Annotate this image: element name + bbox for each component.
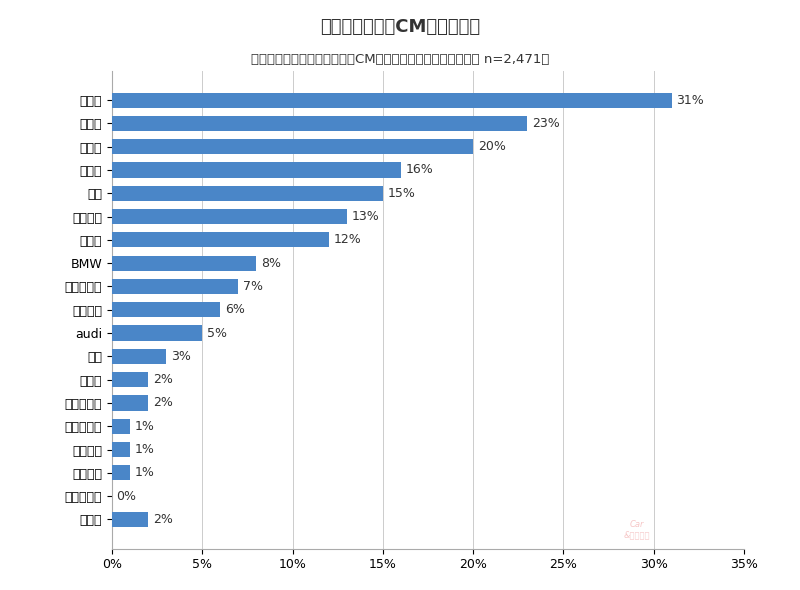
Text: 13%: 13% <box>351 210 379 223</box>
Text: 23%: 23% <box>532 117 559 130</box>
Bar <box>112 186 383 201</box>
Bar <box>112 512 148 527</box>
Text: 1%: 1% <box>134 466 154 479</box>
Bar <box>112 93 672 107</box>
Text: 2%: 2% <box>153 396 173 409</box>
Bar <box>112 139 473 154</box>
Text: 3%: 3% <box>170 350 190 363</box>
Text: 好きなクルマのCMのメーカー: 好きなクルマのCMのメーカー <box>320 18 480 36</box>
Text: 16%: 16% <box>406 163 433 176</box>
Bar <box>112 209 346 224</box>
Text: 8%: 8% <box>261 257 281 270</box>
Text: 6%: 6% <box>225 303 245 316</box>
Bar <box>112 162 401 178</box>
Text: 1%: 1% <box>134 443 154 456</box>
Bar <box>112 442 130 457</box>
Bar <box>112 302 220 317</box>
Bar <box>112 326 202 340</box>
Bar <box>112 255 257 271</box>
Bar <box>112 232 329 247</box>
Text: 0%: 0% <box>117 490 137 503</box>
Bar <box>112 279 238 294</box>
Text: 7%: 7% <box>243 280 263 293</box>
Bar <box>112 372 148 387</box>
Bar <box>112 466 130 480</box>
Text: （複数選択／好きなクルマのCMが「ある」と回答した方のみ n=2,471）: （複数選択／好きなクルマのCMが「ある」と回答した方のみ n=2,471） <box>251 53 549 66</box>
Bar <box>112 395 148 411</box>
Text: 2%: 2% <box>153 513 173 526</box>
Text: 15%: 15% <box>387 187 415 200</box>
Bar <box>112 349 166 364</box>
Bar <box>112 116 527 131</box>
Text: 2%: 2% <box>153 373 173 386</box>
Text: 1%: 1% <box>134 419 154 432</box>
Text: 20%: 20% <box>478 140 506 153</box>
Text: Car
&レジャー: Car &レジャー <box>623 520 650 539</box>
Text: 5%: 5% <box>206 326 227 340</box>
Text: 12%: 12% <box>333 234 361 247</box>
Bar <box>112 419 130 434</box>
Text: 31%: 31% <box>676 94 704 107</box>
